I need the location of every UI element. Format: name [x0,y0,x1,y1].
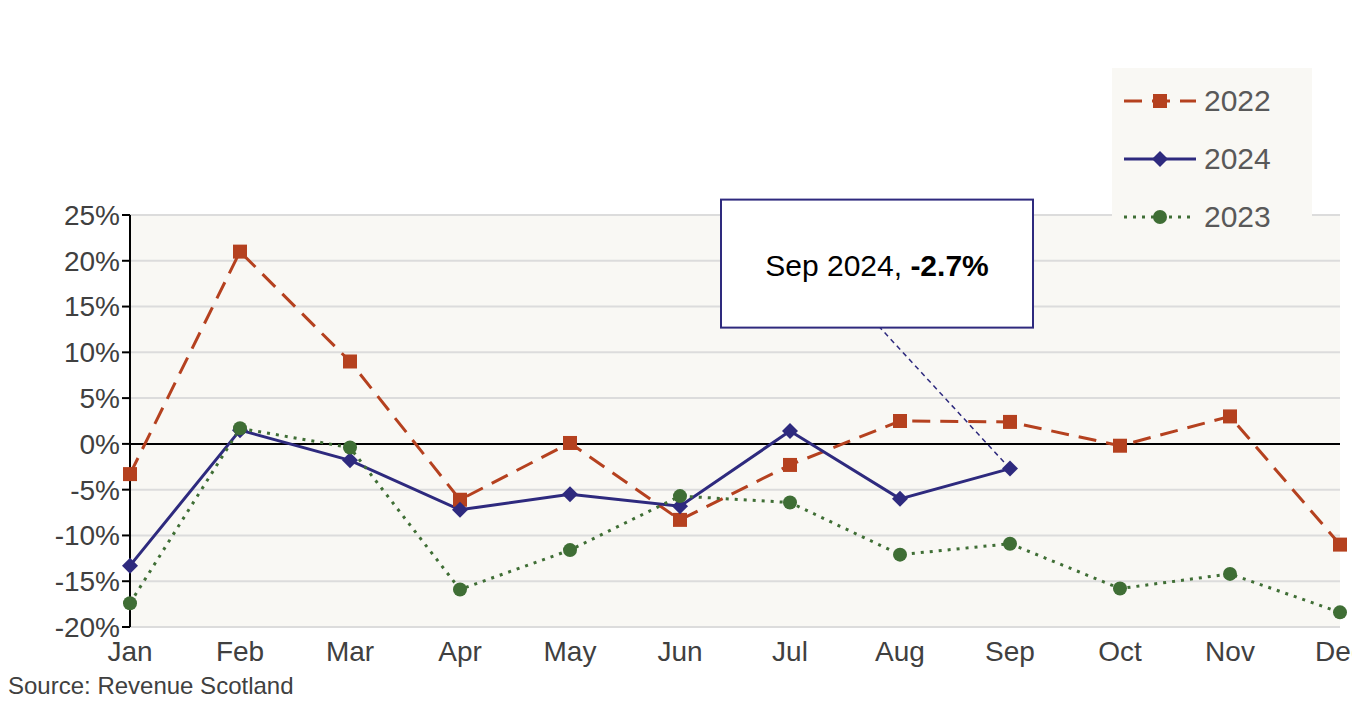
svg-text:Sep: Sep [985,636,1035,667]
svg-text:Feb: Feb [216,636,264,667]
html-text:Source: Revenue Scotland: Source: Revenue Scotland [8,672,294,699]
svg-text:0%: 0% [80,429,120,460]
svg-text:-10%: -10% [55,520,120,551]
svg-text:Sep 2024, -2.7%: Sep 2024, -2.7% [765,249,989,282]
svg-text:20%: 20% [64,246,120,277]
svg-text:Apr: Apr [438,636,482,667]
svg-text:25%: 25% [64,200,120,231]
svg-text:Jan: Jan [107,635,153,667]
svg-text:Oct: Oct [1098,636,1142,667]
svg-text:-20%: -20% [55,612,120,643]
svg-text:Aug: Aug [875,636,925,667]
svg-text:Jul: Jul [772,636,808,667]
svg-text:-5%: -5% [70,475,120,506]
svg-text:Mar: Mar [326,636,374,667]
svg-text:10%: 10% [64,337,120,368]
svg-text:-15%: -15% [55,566,120,597]
html-text:2024: 2024 [1204,142,1271,175]
html-text:2022: 2022 [1204,84,1271,117]
svg-text:Jun: Jun [657,636,702,667]
svg-text:Dec: Dec [1315,636,1352,667]
html-text:2023: 2023 [1204,200,1271,233]
svg-text:5%: 5% [80,383,120,414]
svg-text:Nov: Nov [1205,636,1255,667]
svg-text:May: May [544,636,597,667]
svg-text:15%: 15% [64,291,120,322]
